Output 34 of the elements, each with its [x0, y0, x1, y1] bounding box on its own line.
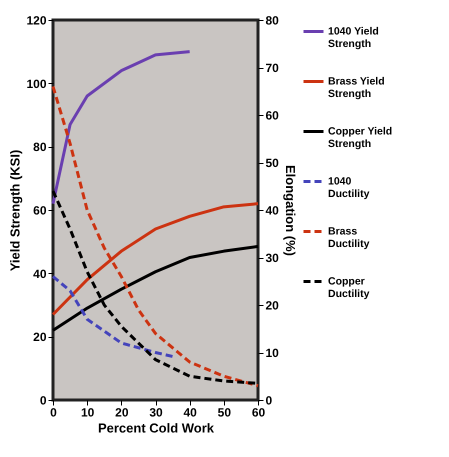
y2-axis-title: Elongation (%) — [282, 165, 298, 256]
y-axis-title: Yield Strength (KSI) — [7, 150, 22, 272]
y-tick-label: 20 — [33, 330, 47, 344]
x-tick-label: 0 — [50, 406, 58, 420]
x-tick-label: 30 — [149, 406, 163, 420]
x-tick-label: 10 — [80, 406, 95, 420]
y2-tick-label: 50 — [266, 156, 280, 170]
line-series — [52, 50, 192, 206]
y2-tick-label: 70 — [266, 61, 280, 75]
y-tick-label: 80 — [33, 140, 47, 154]
y2-tick-label: 80 — [266, 14, 280, 28]
legend-label: Copper Yield Strength — [328, 126, 392, 150]
y2-tick-label: 20 — [266, 298, 280, 312]
x-tick-label: 20 — [115, 406, 129, 420]
x-tick-label: 40 — [183, 406, 198, 420]
x-tick-label: 50 — [218, 406, 232, 420]
line-series — [52, 85, 260, 388]
legend-label: Copper Ductility — [328, 276, 370, 300]
y2-tick-label: 60 — [266, 108, 280, 122]
y-tick-label: 100 — [26, 76, 47, 91]
y2-tick-label: 30 — [266, 251, 280, 265]
y-tick-label: 0 — [40, 394, 47, 408]
legend-label: 1040 Yield Strength — [328, 26, 379, 50]
y-tick-label: 60 — [33, 204, 47, 218]
legend-label: Brass Yield Strength — [328, 76, 385, 100]
x-tick-label: 60 — [252, 406, 266, 420]
legend-label: Brass Ductility — [328, 226, 370, 250]
y2-tick-label: 10 — [266, 346, 280, 360]
y-tick-label: 40 — [33, 266, 47, 281]
y2-tick-label: 40 — [266, 204, 280, 218]
legend-label: 1040 Ductility — [328, 176, 370, 200]
y-tick-label: 120 — [26, 14, 47, 28]
y2-tick-label: 0 — [266, 394, 272, 408]
x-axis-title: Percent Cold Work — [98, 420, 215, 436]
